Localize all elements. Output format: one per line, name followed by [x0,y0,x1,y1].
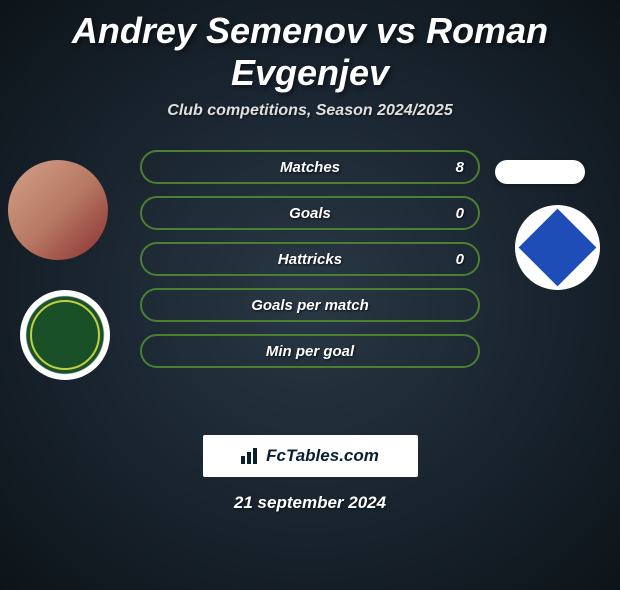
comparison-area: Matches 8 Goals 0 Hattricks 0 Goals per … [0,150,620,430]
page-title: Andrey Semenov vs Roman Evgenjev [0,10,620,94]
club-right-badge [515,205,600,290]
date-label: 21 september 2024 [0,493,620,513]
bars-up-icon [241,448,261,464]
stat-label: Matches [280,159,340,176]
stat-row-min-per-goal: Min per goal [140,334,480,368]
stat-label: Goals [289,205,331,222]
watermark-badge: FcTables.com [203,435,418,477]
watermark-text: FcTables.com [266,446,379,466]
stat-row-goals-per-match: Goals per match [140,288,480,322]
stat-label: Goals per match [251,297,369,314]
club-left-badge [20,290,110,380]
page-subtitle: Club competitions, Season 2024/2025 [0,102,620,120]
club-left-badge-inner [30,300,100,370]
stat-row-matches: Matches 8 [140,150,480,184]
club-right-diamond-icon [519,209,597,287]
stats-list: Matches 8 Goals 0 Hattricks 0 Goals per … [140,150,480,380]
stat-row-goals: Goals 0 [140,196,480,230]
player-right-avatar [495,160,585,184]
stat-value: 0 [456,251,464,268]
stat-value: 0 [456,205,464,222]
player-left-avatar [8,160,108,260]
stat-row-hattricks: Hattricks 0 [140,242,480,276]
stat-value: 8 [456,159,464,176]
stat-label: Hattricks [278,251,342,268]
stat-label: Min per goal [266,343,354,360]
